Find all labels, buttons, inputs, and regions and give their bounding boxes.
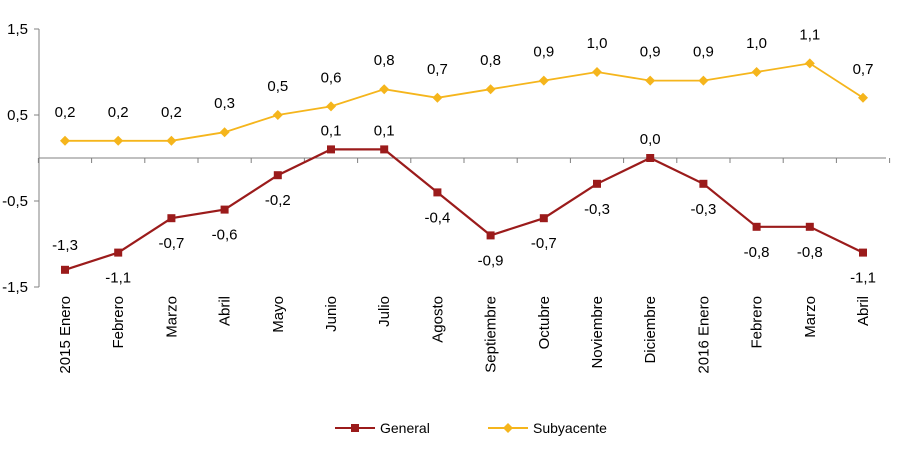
marker-general <box>167 214 176 223</box>
marker-subyacente <box>858 92 868 103</box>
data-label-subyacente: 0,9 <box>693 44 714 61</box>
x-tick-label: Septiembre <box>483 296 500 373</box>
data-label-subyacente: 0,2 <box>161 104 182 121</box>
data-label-general: -0,8 <box>797 244 823 261</box>
marker-subyacente <box>485 84 496 95</box>
marker-general <box>327 145 335 154</box>
data-label-subyacente: 0,7 <box>427 61 448 78</box>
chart-markers <box>60 58 868 274</box>
x-tick-label: 2015 Enero <box>57 296 74 374</box>
chart-axes: 1,5 0,5 -0,5 -1,5 2015 Enero Febrero Marzo Abri… <box>2 21 891 374</box>
data-label-general: -0,7 <box>158 235 184 252</box>
data-label-general: -0,3 <box>690 201 716 218</box>
x-tick-label: Junio <box>323 296 340 332</box>
data-label-subyacente: 1,0 <box>746 35 767 52</box>
data-label-general: 0,1 <box>374 122 395 139</box>
x-tick-label: 2016 Enero <box>695 296 712 374</box>
data-label-general: -1,1 <box>105 270 131 287</box>
y-tick-label: -1,5 <box>2 279 28 296</box>
marker-subyacente <box>379 84 390 95</box>
marker-subyacente <box>113 135 124 146</box>
series-line-subyacente <box>65 62 864 142</box>
x-tick-label: Marzo <box>163 296 180 338</box>
chart-data-labels: -1,3 -1,1 -0,7 -0,6 -0,2 0,1 0,1 -0,4 -0,9 -0,7 -0… <box>52 26 876 286</box>
marker-general <box>859 248 867 257</box>
marker-subyacente <box>538 75 549 86</box>
data-label-general: -1,1 <box>850 270 876 287</box>
data-label-general: -1,3 <box>52 237 78 254</box>
marker-general <box>539 214 548 223</box>
marker-general <box>805 222 814 231</box>
data-label-subyacente: 0,8 <box>374 52 395 69</box>
chart-lines <box>64 62 864 271</box>
marker-subyacente <box>645 75 656 86</box>
marker-general <box>593 179 601 188</box>
marker-subyacente <box>751 67 762 77</box>
marker-subyacente <box>219 127 230 138</box>
marker-subyacente <box>326 101 336 112</box>
legend-marker-subyacente <box>503 423 513 433</box>
chart-legend: General Subyacente <box>335 420 607 436</box>
marker-general <box>380 145 389 154</box>
marker-general <box>273 171 282 180</box>
marker-subyacente <box>698 75 709 86</box>
y-tick-label: 1,5 <box>7 21 28 38</box>
x-tick-label: Noviembre <box>589 296 606 369</box>
data-label-general: 0,0 <box>640 131 661 148</box>
marker-subyacente <box>592 67 602 77</box>
data-label-general: -0,2 <box>265 192 291 209</box>
series-line-general <box>64 148 864 271</box>
data-label-general: 0,1 <box>321 122 342 139</box>
legend-label-subyacente: Subyacente <box>533 420 607 436</box>
x-tick-label: Abril <box>855 296 872 326</box>
marker-general <box>699 179 708 188</box>
data-label-subyacente: 0,6 <box>321 69 342 86</box>
data-label-general: -0,9 <box>478 252 504 269</box>
x-tick-label: Febrero <box>110 296 127 349</box>
y-tick-label: -0,5 <box>2 193 28 210</box>
x-tick-label: Febrero <box>749 296 766 349</box>
marker-subyacente <box>432 92 443 103</box>
data-label-subyacente: 0,2 <box>108 104 129 121</box>
legend-marker-general <box>351 424 359 432</box>
legend-label-general: General <box>380 420 430 436</box>
data-label-general: -0,7 <box>531 235 557 252</box>
data-label-general: -0,8 <box>744 244 770 261</box>
marker-subyacente <box>804 58 815 69</box>
data-label-subyacente: 0,7 <box>853 61 874 78</box>
marker-general <box>114 248 123 257</box>
x-tick-label: Agosto <box>429 296 446 343</box>
x-tick-label: Marzo <box>802 296 819 338</box>
data-label-general: -0,4 <box>424 209 450 226</box>
x-tick-label: Julio <box>376 296 393 327</box>
x-tick-label: Mayo <box>270 296 287 333</box>
data-label-subyacente: 0,8 <box>480 52 501 69</box>
x-tick-label: Octubre <box>536 296 553 349</box>
y-tick-label: 0,5 <box>7 107 28 124</box>
data-label-subyacente: 1,1 <box>799 26 820 43</box>
marker-general <box>486 231 495 240</box>
x-tick-label: Diciembre <box>642 296 659 364</box>
marker-subyacente <box>60 135 70 146</box>
x-tick-label: Abril <box>217 296 234 326</box>
data-label-subyacente: 1,0 <box>587 35 608 52</box>
marker-subyacente <box>272 110 283 120</box>
data-label-subyacente: 0,9 <box>640 44 661 61</box>
marker-general <box>752 222 761 231</box>
data-label-subyacente: 0,5 <box>267 78 288 95</box>
data-label-subyacente: 0,9 <box>533 44 554 61</box>
data-label-general: -0,3 <box>584 201 610 218</box>
marker-general <box>220 205 229 214</box>
marker-general <box>433 188 442 197</box>
data-label-general: -0,6 <box>212 227 238 244</box>
marker-general <box>646 154 655 162</box>
marker-general <box>61 265 69 274</box>
data-label-subyacente: 0,3 <box>214 95 235 112</box>
data-label-subyacente: 0,2 <box>55 104 76 121</box>
marker-subyacente <box>166 135 177 146</box>
